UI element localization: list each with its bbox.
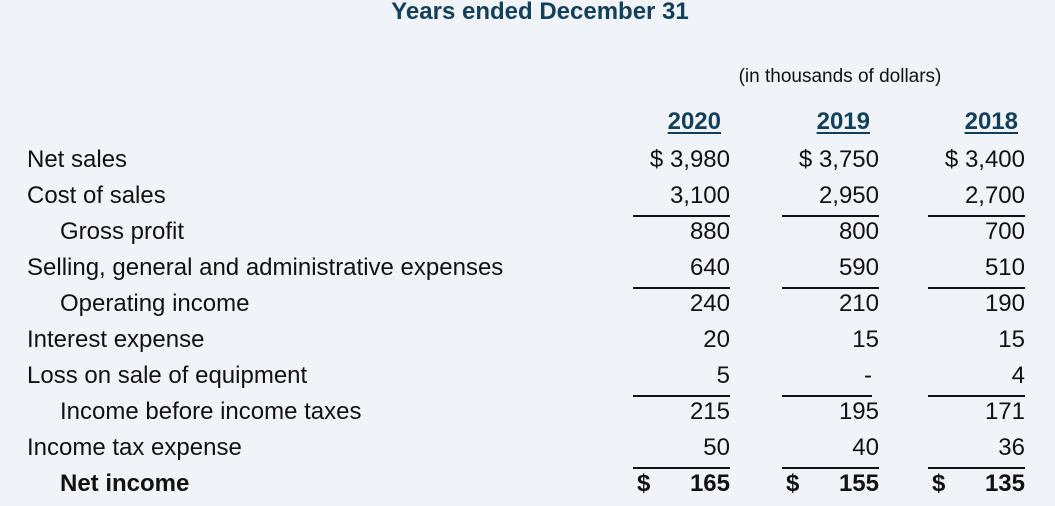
row-label: Loss on sale of equipment <box>27 362 308 389</box>
value-cell: 510 <box>928 254 1025 289</box>
table-row: Net sales $ 3,980 $ 3,750 $ 3,400 <box>0 146 1055 182</box>
table-row: Selling, general and administrative expe… <box>0 254 1055 290</box>
value-cell: 240 <box>689 290 730 317</box>
value-cell: 40 <box>782 434 879 469</box>
row-label: Gross profit <box>60 218 185 245</box>
year-header-2018: 2018 <box>964 108 1018 135</box>
year-header-2020: 2020 <box>667 108 721 135</box>
value-cell: 3,100 <box>633 182 730 217</box>
value-text: 135 <box>984 470 1025 497</box>
table-row: Income tax expense 50 40 36 <box>0 434 1055 470</box>
table-row: Net income $ 165 $ 155 $ 135 <box>0 470 1055 506</box>
row-label: Interest expense <box>27 326 205 353</box>
row-label: Income tax expense <box>27 434 242 461</box>
currency-symbol: $ <box>932 470 946 497</box>
value-cell: 700 <box>984 218 1025 245</box>
value-cell: 800 <box>838 218 879 245</box>
value-cell: - <box>782 362 872 397</box>
year-header-2019: 2019 <box>816 108 870 135</box>
value-cell: 640 <box>633 254 730 289</box>
value-cell: 215 <box>689 398 730 425</box>
value-cell: 50 <box>633 434 730 469</box>
total-cell: $ 155 <box>782 470 879 503</box>
value-cell: $ 3,750 <box>798 146 879 173</box>
table-row: Cost of sales 3,100 2,950 2,700 <box>0 182 1055 218</box>
value-cell: 15 <box>852 326 879 353</box>
table-row: Income before income taxes 215 195 171 <box>0 398 1055 434</box>
value-cell: 171 <box>984 398 1025 425</box>
row-label: Cost of sales <box>27 182 166 209</box>
value-text: 165 <box>689 470 730 497</box>
value-cell: 2,950 <box>782 182 879 217</box>
units-note: (in thousands of dollars) <box>738 66 942 87</box>
value-cell: $ 3,400 <box>944 146 1025 173</box>
table-row: Gross profit 880 800 700 <box>0 218 1055 254</box>
value-cell: 210 <box>838 290 879 317</box>
value-cell: 880 <box>689 218 730 245</box>
row-label: Net income <box>60 470 190 497</box>
value-cell: 15 <box>998 326 1025 353</box>
value-cell: 36 <box>928 434 1025 469</box>
row-label: Net sales <box>27 146 128 173</box>
statement-title: Years ended December 31 <box>391 0 689 25</box>
value-cell: 195 <box>838 398 879 425</box>
total-cell: $ 165 <box>633 470 730 503</box>
value-cell: 20 <box>703 326 730 353</box>
table-row: Operating income 240 210 190 <box>0 290 1055 326</box>
currency-symbol: $ <box>637 470 651 497</box>
value-cell: 190 <box>984 290 1025 317</box>
row-label: Operating income <box>60 290 250 317</box>
value-text: 155 <box>838 470 879 497</box>
row-label: Income before income taxes <box>60 398 362 425</box>
total-cell: $ 135 <box>928 470 1025 503</box>
value-cell: $ 3,980 <box>649 146 730 173</box>
currency-symbol: $ <box>786 470 800 497</box>
table-row: Interest expense 20 15 15 <box>0 326 1055 362</box>
row-label: Selling, general and administrative expe… <box>27 254 504 281</box>
value-cell: 5 <box>633 362 730 397</box>
table-row: Loss on sale of equipment 5 - 4 <box>0 362 1055 398</box>
value-cell: 590 <box>782 254 879 289</box>
value-cell: 4 <box>928 362 1025 397</box>
value-cell: 2,700 <box>928 182 1025 217</box>
